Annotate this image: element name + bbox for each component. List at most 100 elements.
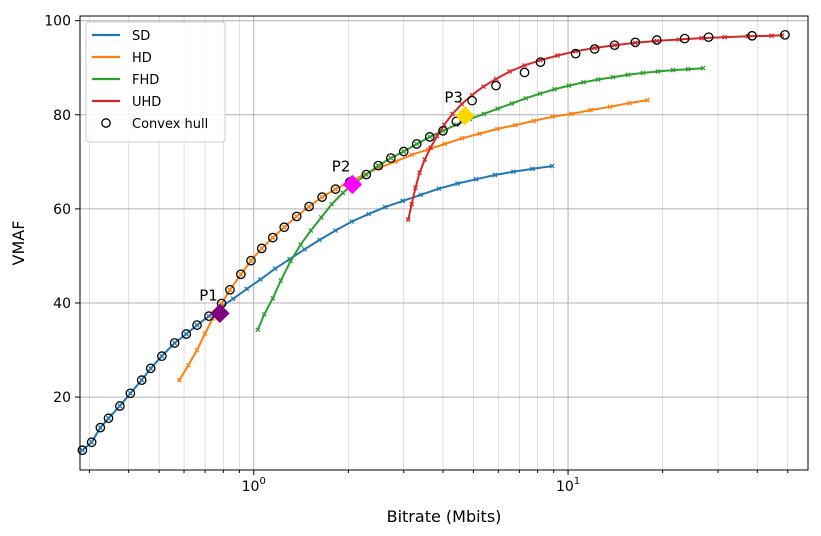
points-layer: P1 P2 P3 — [199, 89, 475, 324]
data-point-fhd — [298, 242, 304, 248]
data-point-uhd — [493, 76, 499, 82]
data-point-uhd — [722, 34, 728, 40]
data-point-sd — [89, 439, 95, 445]
data-point-uhd — [480, 84, 486, 90]
data-point-uhd — [405, 217, 411, 223]
data-point-fhd — [610, 74, 616, 80]
legend-label: UHD — [132, 95, 161, 110]
data-point-fhd — [329, 201, 335, 207]
convex-hull-marker — [291, 211, 302, 222]
series-layer — [79, 32, 785, 453]
data-point-fhd — [523, 95, 529, 101]
data-point-fhd — [318, 214, 324, 220]
convex-hull-marker — [95, 422, 106, 433]
convex-hull-marker — [570, 48, 581, 59]
convex-hull-marker — [246, 255, 256, 266]
data-point-hd — [238, 271, 244, 277]
convex-hull-marker — [304, 201, 314, 212]
data-point-hd — [645, 97, 650, 103]
data-point-uhd — [654, 38, 660, 44]
data-point-hd — [568, 111, 574, 117]
data-point-uhd — [422, 157, 428, 162]
data-point-fhd — [670, 67, 676, 73]
data-point-sd — [272, 266, 278, 272]
data-point-hd — [248, 258, 254, 264]
data-point-fhd — [566, 83, 572, 89]
y-axis-label: VMAF — [9, 221, 28, 266]
convex-hull-marker — [398, 146, 409, 157]
data-point-sd — [106, 415, 111, 421]
data-point-sd — [148, 365, 154, 371]
convex-hull-marker — [519, 67, 530, 78]
data-point-fhd — [625, 72, 631, 78]
data-point-fhd — [700, 65, 706, 71]
convex-hull-marker — [330, 184, 341, 194]
series-line-uhd — [407, 34, 783, 220]
convex-hull-marker — [589, 44, 600, 54]
convex-hull-marker — [125, 388, 136, 399]
convex-hull-marker — [279, 222, 290, 233]
data-point-sd — [492, 172, 498, 178]
data-point-sd — [400, 198, 406, 204]
convex-hull-marker — [491, 80, 501, 91]
convex-hull-marker — [317, 192, 327, 202]
data-point-fhd — [414, 141, 420, 147]
y-tick-label: 20 — [53, 390, 71, 406]
plot-area-frame — [79, 15, 809, 471]
convex-hull-marker — [77, 445, 88, 456]
convex-hull-marker — [651, 35, 662, 45]
x-tick-base: 10 — [242, 479, 260, 495]
data-point-sd — [382, 204, 388, 210]
convex-hull-marker — [438, 125, 448, 136]
data-point-hd — [409, 152, 415, 158]
data-point-uhd — [450, 111, 455, 117]
data-point-hd — [319, 194, 325, 200]
legend-label: Convex hull — [132, 117, 208, 132]
data-point-hd — [270, 235, 276, 241]
convex-hull-marker — [145, 363, 156, 374]
x-tick-label: 100 — [242, 476, 266, 495]
data-point-hd — [294, 213, 300, 219]
data-point-hd — [607, 104, 613, 110]
data-point-uhd — [612, 42, 618, 48]
y-tick-label: 80 — [53, 108, 71, 124]
data-point-sd — [97, 425, 103, 431]
data-point-fhd — [363, 172, 369, 178]
operating-point-label: P2 — [332, 157, 351, 175]
convex-hull-marker — [256, 243, 267, 254]
data-point-fhd — [537, 91, 543, 97]
convex-hull-marker — [747, 30, 757, 41]
data-point-sd — [510, 169, 516, 175]
data-point-uhd — [459, 101, 465, 107]
operating-point-label: P1 — [199, 286, 218, 304]
convex-hull-marker — [373, 160, 384, 171]
data-point-sd — [366, 211, 372, 217]
data-point-uhd — [417, 170, 423, 176]
x-tick-exponent: 1 — [574, 476, 580, 487]
data-point-hd — [227, 287, 233, 293]
convex-hull-marker — [411, 139, 422, 149]
data-point-hd — [494, 126, 500, 132]
data-point-sd — [206, 313, 212, 319]
data-point-sd — [529, 166, 535, 172]
convex-hull-marker — [225, 284, 235, 295]
x-tick-exponent: 0 — [259, 476, 265, 487]
data-point-uhd — [769, 33, 774, 39]
x-tick-label: 101 — [556, 476, 580, 495]
data-point-fhd — [278, 277, 284, 283]
data-point-uhd — [434, 133, 440, 139]
data-point-sd — [317, 237, 323, 243]
convex-hull-marker — [236, 269, 246, 280]
data-point-hd — [459, 135, 465, 141]
data-point-sd — [549, 163, 555, 169]
legend: SD HD FHD UHD Convex hull — [85, 21, 226, 143]
convex-hull-marker — [609, 40, 620, 51]
data-point-fhd — [640, 70, 646, 76]
convex-hull-marker — [385, 153, 396, 163]
data-point-sd — [159, 353, 165, 359]
y-axis: 20 40 60 80 100 — [44, 14, 80, 406]
data-point-fhd — [595, 77, 601, 82]
data-point-sd — [349, 219, 355, 225]
data-point-fhd — [270, 295, 276, 301]
data-point-sd — [418, 192, 424, 198]
